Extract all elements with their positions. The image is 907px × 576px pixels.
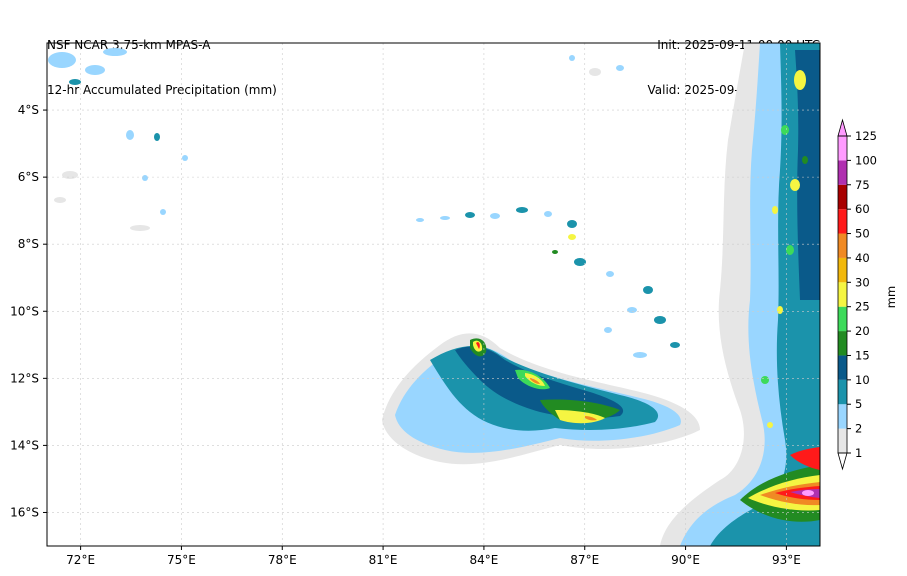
colorbar-segment xyxy=(838,257,847,283)
y-tick-label: 6°S xyxy=(18,170,39,184)
colorbar-tick-label: 10 xyxy=(855,373,870,387)
colorbar-segment xyxy=(838,209,847,234)
y-tick-label: 12°S xyxy=(10,371,39,385)
colorbar-unit-label: mm xyxy=(884,286,898,308)
rain-band-central xyxy=(382,333,700,465)
colorbar-segment xyxy=(838,306,847,332)
y-tick-label: 10°S xyxy=(10,304,39,318)
colorbar-segment xyxy=(838,160,847,185)
colorbar-segment xyxy=(838,404,847,429)
y-tick-label: 8°S xyxy=(18,237,39,251)
colorbar-segment xyxy=(838,331,847,356)
colorbar-segment xyxy=(838,184,847,210)
x-tick-label: 75°E xyxy=(167,553,196,567)
y-tick-label: 16°S xyxy=(10,505,39,519)
colorbar-tick-label: 15 xyxy=(855,348,870,362)
y-tick-label: 14°S xyxy=(10,438,39,452)
colorbar-tick-label: 25 xyxy=(855,300,870,314)
colorbar-segment xyxy=(838,282,847,307)
y-axis: 4°S 6°S 8°S 10°S 12°S 14°S 16°S xyxy=(10,103,47,519)
colorbar-extend-max xyxy=(837,118,848,137)
field-title: 12-hr Accumulated Precipitation (mm) xyxy=(47,83,277,97)
model-title: NSF NCAR 3.75-km MPAS-A xyxy=(47,38,211,52)
x-tick-label: 81°E xyxy=(369,553,398,567)
x-tick-label: 90°E xyxy=(671,553,700,567)
colorbar-segment xyxy=(838,428,847,453)
colorbar-segment xyxy=(838,355,847,380)
x-tick-label: 78°E xyxy=(268,553,297,567)
colorbar-tick-label: 60 xyxy=(855,202,870,216)
colorbar-segment xyxy=(838,379,847,405)
colorbar-tick-label: 75 xyxy=(855,178,870,192)
colorbar-tick-label: 5 xyxy=(855,397,862,411)
colorbar-tick-label: 125 xyxy=(855,129,877,143)
colorbar-tick-label: 30 xyxy=(855,275,870,289)
colorbar-segment xyxy=(838,136,847,161)
precip-field xyxy=(48,43,820,546)
colorbar-outline xyxy=(837,135,848,454)
gridlines xyxy=(47,43,820,546)
map-title: NSF NCAR 3.75-km MPAS-A 12-hr Accumulate… xyxy=(47,8,277,113)
x-tick-label: 87°E xyxy=(570,553,599,567)
colorbar-tick-label: 20 xyxy=(855,324,870,338)
colorbar-tick-label: 40 xyxy=(855,251,870,265)
colorbar-tick-label: 1 xyxy=(855,446,862,460)
scattered-cells-center xyxy=(416,55,680,358)
colorbar-extend-min xyxy=(837,452,848,471)
x-tick-label: 84°E xyxy=(469,553,498,567)
y-tick-label: 4°S xyxy=(18,103,39,117)
scattered-cells-west xyxy=(48,48,188,231)
colorbar-tick-label: 100 xyxy=(855,153,877,167)
x-tick-label: 72°E xyxy=(66,553,95,567)
colorbar-tick-label: 2 xyxy=(855,422,862,436)
colorbar-tick-label: 50 xyxy=(855,227,870,241)
rain-region-east xyxy=(660,43,820,546)
x-axis: 72°E 75°E 78°E 81°E 84°E 87°E 90°E 93°E xyxy=(66,546,801,567)
colorbar-segment xyxy=(838,233,847,258)
map-frame xyxy=(46,42,821,547)
x-tick-label: 93°E xyxy=(772,553,801,567)
